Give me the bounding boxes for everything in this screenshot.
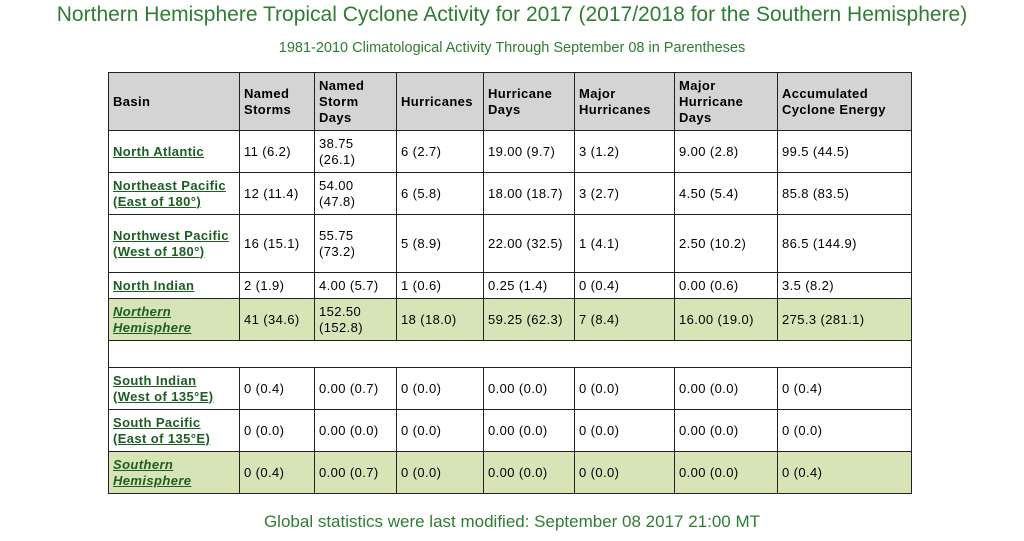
- named-storms-cell: 0 (0.0): [239, 409, 315, 452]
- spacer-cell: [108, 340, 912, 368]
- basin-cell: Southern Hemisphere: [108, 451, 240, 494]
- table-spacer-row: [108, 340, 912, 368]
- named-storms-cell: 2 (1.9): [239, 272, 315, 299]
- major-hurricanes-cell: 3 (2.7): [574, 172, 675, 215]
- named-storm-days-cell: 0.00 (0.7): [314, 451, 397, 494]
- named-storm-days-cell: 0.00 (0.7): [314, 367, 397, 410]
- basin-link-northeast-pacific[interactable]: Northeast Pacific (East of 180°): [113, 177, 227, 209]
- named-storms-cell: 11 (6.2): [239, 130, 315, 173]
- named-storms-cell: 41 (34.6): [239, 298, 315, 341]
- ace-cell: 99.5 (44.5): [777, 130, 912, 173]
- major-hurricanes-cell: 3 (1.2): [574, 130, 675, 173]
- last-modified-note: Global statistics were last modified: Se…: [263, 512, 761, 531]
- named-storm-days-cell: 38.75 (26.1): [314, 130, 397, 173]
- hurricane-days-cell: 19.00 (9.7): [483, 130, 575, 173]
- table-row: Northwest Pacific (West of 180°) 16 (15.…: [108, 214, 912, 273]
- named-storms-cell: 0 (0.4): [239, 367, 315, 410]
- major-hurricane-days-cell: 4.50 (5.4): [674, 172, 778, 215]
- hurricane-days-cell: 22.00 (32.5): [483, 214, 575, 273]
- named-storm-days-cell: 55.75 (73.2): [314, 214, 397, 273]
- table-row: South Indian (West of 135°E) 0 (0.4) 0.0…: [108, 367, 912, 410]
- major-hurricane-days-cell: 0.00 (0.0): [674, 367, 778, 410]
- hurricane-days-cell: 59.25 (62.3): [483, 298, 575, 341]
- hemisphere-total-row: Southern Hemisphere 0 (0.4) 0.00 (0.7) 0…: [108, 451, 912, 494]
- header-major-hurricane-days: Major Hurricane Days: [674, 72, 778, 131]
- hurricanes-cell: 0 (0.0): [396, 367, 484, 410]
- major-hurricanes-cell: 7 (8.4): [574, 298, 675, 341]
- header-ace: Accumulated Cyclone Energy: [777, 72, 912, 131]
- basin-cell: Northwest Pacific (West of 180°): [108, 214, 240, 273]
- cyclone-activity-table: Basin Named Storms Named Storm Days Hurr…: [108, 72, 912, 494]
- table-row: Northeast Pacific (East of 180°) 12 (11.…: [108, 172, 912, 215]
- table-row: North Atlantic 11 (6.2) 38.75 (26.1) 6 (…: [108, 130, 912, 173]
- hurricanes-cell: 6 (5.8): [396, 172, 484, 215]
- hurricanes-cell: 1 (0.6): [396, 272, 484, 299]
- page-title: Northern Hemisphere Tropical Cyclone Act…: [56, 3, 968, 26]
- major-hurricane-days-cell: 0.00 (0.0): [674, 409, 778, 452]
- basin-cell: North Indian: [108, 272, 240, 299]
- basin-cell: Northern Hemisphere: [108, 298, 240, 341]
- hurricane-days-cell: 0.25 (1.4): [483, 272, 575, 299]
- hurricane-days-cell: 0.00 (0.0): [483, 409, 575, 452]
- header-named-storms: Named Storms: [239, 72, 315, 131]
- table-row: South Pacific (East of 135°E) 0 (0.0) 0.…: [108, 409, 912, 452]
- major-hurricanes-cell: 0 (0.0): [574, 409, 675, 452]
- header-major-hurricanes: Major Hurricanes: [574, 72, 675, 131]
- named-storms-cell: 16 (15.1): [239, 214, 315, 273]
- ace-cell: 0 (0.0): [777, 409, 912, 452]
- basin-cell: South Indian (West of 135°E): [108, 367, 240, 410]
- hurricanes-cell: 6 (2.7): [396, 130, 484, 173]
- named-storms-cell: 12 (11.4): [239, 172, 315, 215]
- hemisphere-total-row: Northern Hemisphere 41 (34.6) 152.50 (15…: [108, 298, 912, 341]
- header-hurricanes: Hurricanes: [396, 72, 484, 131]
- major-hurricanes-cell: 0 (0.0): [574, 367, 675, 410]
- named-storm-days-cell: 152.50 (152.8): [314, 298, 397, 341]
- major-hurricanes-cell: 0 (0.0): [574, 451, 675, 494]
- page-subtitle: 1981-2010 Climatological Activity Throug…: [278, 40, 746, 56]
- ace-cell: 0 (0.4): [777, 451, 912, 494]
- major-hurricane-days-cell: 16.00 (19.0): [674, 298, 778, 341]
- header-hurricane-days: Hurricane Days: [483, 72, 575, 131]
- ace-cell: 0 (0.4): [777, 367, 912, 410]
- table-row: North Indian 2 (1.9) 4.00 (5.7) 1 (0.6) …: [108, 272, 912, 299]
- major-hurricane-days-cell: 9.00 (2.8): [674, 130, 778, 173]
- major-hurricane-days-cell: 0.00 (0.6): [674, 272, 778, 299]
- hurricane-days-cell: 0.00 (0.0): [483, 451, 575, 494]
- table-header-row: Basin Named Storms Named Storm Days Hurr…: [108, 72, 912, 131]
- ace-cell: 3.5 (8.2): [777, 272, 912, 299]
- ace-cell: 275.3 (281.1): [777, 298, 912, 341]
- ace-cell: 85.8 (83.5): [777, 172, 912, 215]
- hurricane-days-cell: 18.00 (18.7): [483, 172, 575, 215]
- hurricane-days-cell: 0.00 (0.0): [483, 367, 575, 410]
- named-storms-cell: 0 (0.4): [239, 451, 315, 494]
- named-storm-days-cell: 54.00 (47.8): [314, 172, 397, 215]
- major-hurricanes-cell: 1 (4.1): [574, 214, 675, 273]
- ace-cell: 86.5 (144.9): [777, 214, 912, 273]
- basin-link-south-pacific[interactable]: South Pacific (East of 135°E): [113, 414, 211, 446]
- basin-cell: North Atlantic: [108, 130, 240, 173]
- header-named-storm-days: Named Storm Days: [314, 72, 397, 131]
- major-hurricane-days-cell: 2.50 (10.2): [674, 214, 778, 273]
- hurricanes-cell: 0 (0.0): [396, 451, 484, 494]
- major-hurricane-days-cell: 0.00 (0.0): [674, 451, 778, 494]
- basin-link-north-atlantic[interactable]: North Atlantic: [113, 143, 205, 159]
- header-basin: Basin: [108, 72, 240, 131]
- basin-cell: Northeast Pacific (East of 180°): [108, 172, 240, 215]
- basin-link-northern-hemisphere[interactable]: Northern Hemisphere: [113, 303, 192, 335]
- named-storm-days-cell: 0.00 (0.0): [314, 409, 397, 452]
- basin-link-southern-hemisphere[interactable]: Southern Hemisphere: [113, 456, 192, 488]
- basin-link-north-indian[interactable]: North Indian: [113, 277, 195, 293]
- hurricanes-cell: 18 (18.0): [396, 298, 484, 341]
- basin-cell: South Pacific (East of 135°E): [108, 409, 240, 452]
- named-storm-days-cell: 4.00 (5.7): [314, 272, 397, 299]
- basin-link-northwest-pacific[interactable]: Northwest Pacific (West of 180°): [113, 227, 229, 259]
- basin-link-south-indian[interactable]: South Indian (West of 135°E): [113, 372, 214, 404]
- hurricanes-cell: 0 (0.0): [396, 409, 484, 452]
- hurricanes-cell: 5 (8.9): [396, 214, 484, 273]
- major-hurricanes-cell: 0 (0.4): [574, 272, 675, 299]
